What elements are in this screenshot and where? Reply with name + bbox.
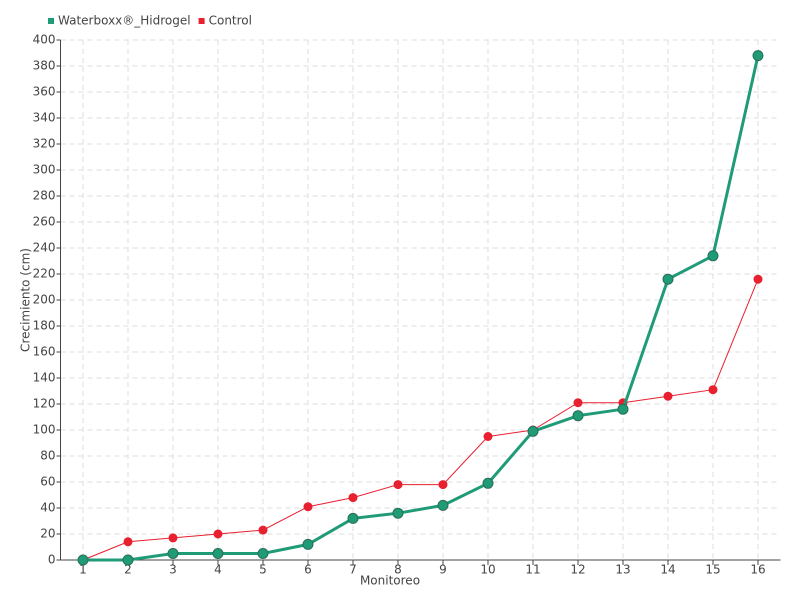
x-axis-label: Monitoreo — [360, 574, 420, 588]
y-tick-label: 0 — [48, 553, 56, 567]
data-point — [348, 493, 358, 503]
y-tick-label: 400 — [33, 33, 56, 47]
data-point — [212, 548, 224, 559]
data-point — [392, 507, 404, 519]
data-point — [707, 250, 719, 262]
y-tick-label: 280 — [33, 189, 56, 203]
data-point — [302, 538, 314, 550]
data-point — [617, 403, 629, 415]
data-point — [347, 512, 359, 524]
data-point — [77, 554, 89, 566]
x-tick-label: 5 — [259, 563, 267, 577]
data-point — [662, 273, 674, 285]
legend-swatch — [198, 18, 205, 24]
data-point — [122, 554, 134, 566]
legend-label: Control — [209, 14, 252, 28]
y-tick-label: 20 — [40, 527, 55, 541]
data-point — [257, 548, 269, 559]
x-tick-label: 13 — [615, 563, 630, 577]
y-tick-label: 320 — [33, 137, 56, 151]
x-tick-label: 2 — [124, 563, 132, 577]
y-tick-label: 160 — [33, 345, 56, 359]
y-tick-label: 100 — [33, 423, 56, 437]
y-tick-label: 80 — [40, 449, 55, 463]
x-tick-label: 8 — [394, 563, 402, 577]
series-line — [83, 55, 760, 562]
data-point — [482, 477, 494, 489]
data-point — [483, 432, 493, 441]
y-tick-label: 220 — [33, 267, 56, 281]
y-tick-label: 360 — [33, 85, 56, 99]
data-point — [213, 529, 223, 539]
data-point — [167, 548, 179, 559]
y-tick-label: 180 — [33, 319, 56, 333]
data-point — [752, 50, 764, 62]
data-point — [303, 502, 313, 512]
y-tick-label: 40 — [40, 501, 55, 515]
x-tick-label: 6 — [304, 563, 312, 577]
y-tick-label: 300 — [33, 163, 56, 177]
y-tick-label: 140 — [33, 371, 56, 385]
y-tick-label: 60 — [40, 475, 55, 489]
x-tick-label: 12 — [570, 563, 585, 577]
data-point — [123, 537, 133, 547]
x-tick-label: 10 — [480, 563, 495, 577]
x-tick-label: 15 — [705, 563, 720, 577]
x-tick-label: 4 — [214, 563, 222, 577]
data-point — [663, 391, 673, 401]
y-axis-label: Crecimiento (cm) — [19, 248, 33, 352]
series-line — [82, 279, 759, 561]
y-tick-label: 260 — [33, 215, 56, 229]
data-point — [572, 410, 584, 422]
y-tick-label: 340 — [33, 111, 56, 125]
y-tick-label: 240 — [33, 241, 56, 255]
x-tick-label: 3 — [169, 563, 177, 577]
y-tick-label: 120 — [33, 397, 56, 411]
y-tick-label: 200 — [33, 293, 56, 307]
x-tick-label: 7 — [349, 563, 357, 577]
x-tick-label: 14 — [660, 563, 675, 577]
data-point — [438, 480, 448, 490]
data-point — [573, 398, 583, 408]
x-tick-label: 16 — [750, 563, 765, 577]
data-point — [753, 274, 763, 284]
data-point — [393, 480, 403, 490]
x-tick-label: 11 — [525, 563, 540, 577]
legend-swatch — [48, 18, 54, 24]
data-point — [168, 533, 178, 543]
x-tick-label: 9 — [439, 563, 447, 577]
y-tick-label: 380 — [33, 59, 56, 73]
data-point — [437, 499, 449, 511]
data-point — [527, 425, 539, 437]
data-point — [708, 385, 718, 395]
legend-label: Waterboxx®_Hidrogel — [58, 14, 191, 28]
x-tick-label: 1 — [79, 563, 87, 577]
data-point — [258, 525, 268, 535]
